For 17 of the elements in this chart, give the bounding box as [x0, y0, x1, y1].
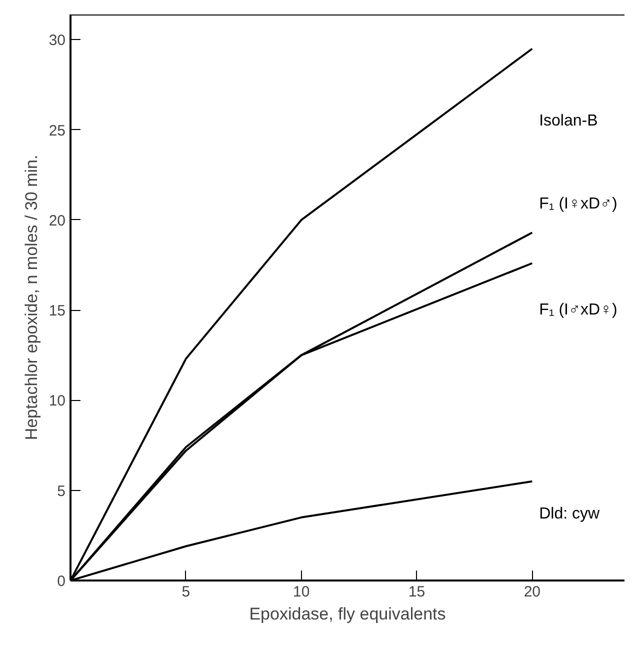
text: Isolan-B	[539, 112, 598, 130]
y-tick-label: 5	[57, 482, 66, 500]
series-label: Dld: cyw	[539, 505, 600, 522]
y-tick-label: 20	[48, 212, 66, 230]
x-tick-label: 15	[408, 584, 426, 600]
y-tick-label: 0	[57, 573, 66, 590]
x-tick-label: 10	[292, 584, 310, 600]
series-label: F₁ (I♀xD♂)	[539, 195, 618, 212]
y-tick-label: 10	[48, 392, 66, 410]
y-axis-title: Heptachlor epoxide, n moles / 30 min.	[22, 154, 41, 440]
y-tick-label: 15	[48, 302, 66, 320]
text: F₁ (I♂xD♀)	[539, 302, 618, 319]
x-tick-label: 5	[182, 584, 190, 600]
y-tick-label: 30	[48, 32, 66, 50]
x-axis-title: Epoxidase, fly equivalents	[249, 604, 446, 624]
y-tick-label: 25	[48, 122, 66, 140]
x-tick-label: 20	[524, 584, 541, 600]
